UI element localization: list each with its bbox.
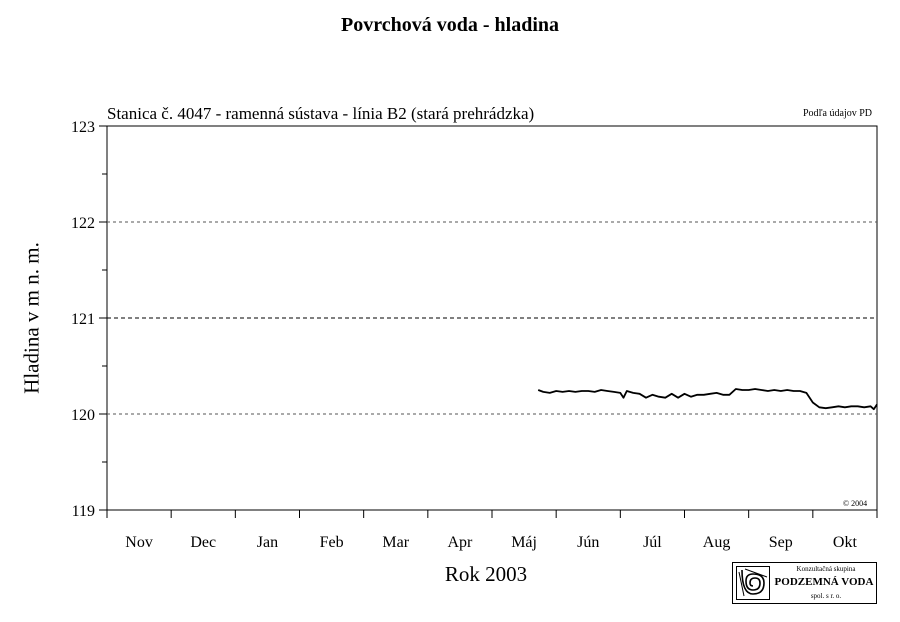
y-tick-label: 122 [71, 215, 95, 232]
y-tick-label: 121 [71, 311, 95, 328]
logo-line-3: spol. s r. o. [810, 592, 842, 600]
y-tick-label: 119 [72, 503, 95, 520]
x-tick-label: Okt [833, 534, 858, 551]
copyright-note: © 2004 [843, 499, 868, 508]
x-axis-label: Rok 2003 [444, 562, 528, 586]
y-tick-label: 120 [71, 407, 95, 424]
logo-line-2: PODZEMNÁ VODA [774, 576, 874, 588]
x-tick-label: Feb [320, 534, 344, 551]
chart-title: Povrchová voda - hladina [341, 14, 559, 36]
x-tick-label: Mar [382, 534, 409, 551]
x-tick-label: Dec [190, 534, 216, 551]
x-tick-label: Apr [447, 534, 473, 551]
source-note: Podľa údajov PD [802, 108, 872, 119]
x-tick-label: Nov [125, 534, 153, 551]
x-tick-label: Jan [257, 534, 278, 551]
y-tick-label: 123 [71, 119, 95, 136]
y-axis-label: Hladina v m n. m. [19, 242, 44, 394]
logo-line-1: Konzultačná skupina [796, 565, 856, 573]
x-tick-label: Júl [643, 534, 662, 551]
x-tick-label: Aug [703, 534, 731, 551]
x-tick-label: Jún [577, 534, 599, 551]
series-line [537, 388, 878, 411]
spiral-logo-icon [736, 566, 770, 600]
company-logo: Konzultačná skupina PODZEMNÁ VODA spol. … [732, 562, 877, 604]
chart-subtitle: Stanica č. 4047 - ramenná sústava - líni… [107, 104, 535, 123]
x-tick-label: Máj [511, 534, 537, 551]
x-tick-label: Sep [769, 534, 793, 551]
